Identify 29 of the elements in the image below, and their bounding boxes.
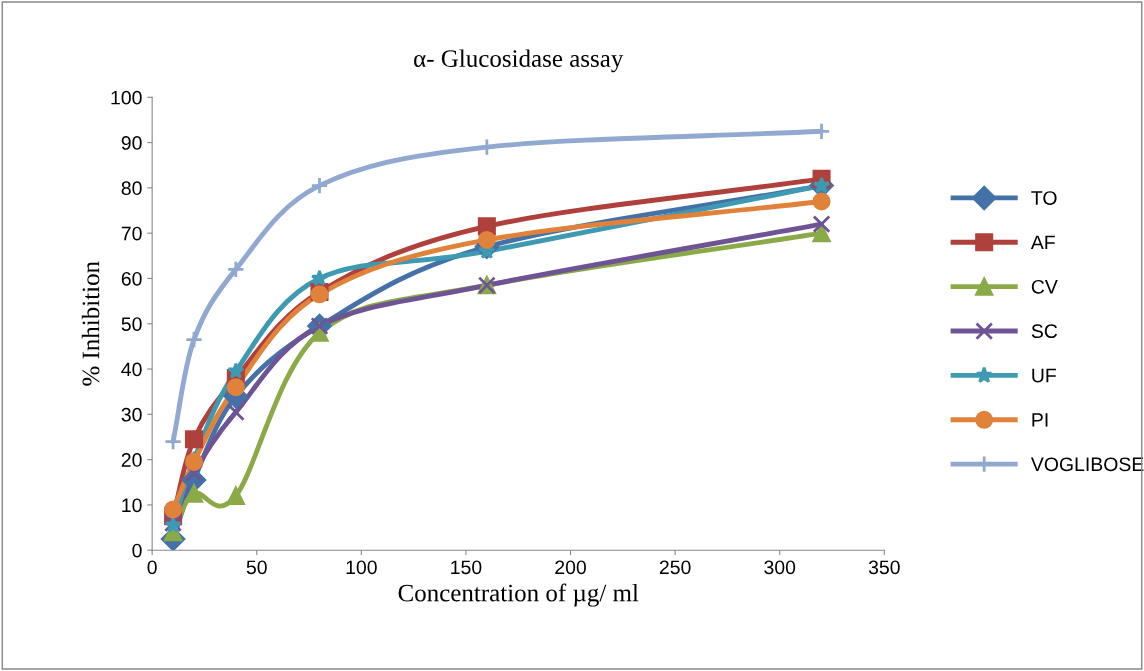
x-tick-label: 250: [659, 560, 691, 575]
x-tick-label: 300: [764, 560, 796, 575]
x-tick-label: 50: [246, 560, 267, 575]
x-tick-label: 0: [147, 560, 157, 575]
y-tick-label: 40: [121, 362, 142, 377]
y-tick-label: 60: [121, 271, 142, 286]
x-tick-label: 150: [451, 560, 482, 575]
x-tick-label: 350: [868, 560, 900, 575]
legend-label: CV: [1031, 279, 1058, 294]
legend-label: UF: [1032, 368, 1056, 383]
y-tick-label: 30: [121, 407, 142, 422]
legend-label: TO: [1031, 191, 1057, 205]
y-tick-label: 0: [132, 543, 142, 558]
y-tick-label: 10: [122, 498, 142, 513]
y-tick-label: 90: [121, 136, 142, 150]
y-axis-title: % Inhibition: [81, 261, 100, 386]
y-tick-label: 70: [121, 226, 142, 241]
legend-label: AF: [1030, 235, 1055, 250]
legend-label: SC: [1031, 324, 1058, 339]
x-tick-label: 100: [346, 560, 377, 575]
x-axis-title: Concentration of µg/ ml: [398, 583, 639, 607]
legend-label: PI: [1032, 413, 1048, 427]
y-tick-label: 50: [121, 317, 142, 331]
y-tick-label: 100: [111, 90, 142, 105]
legend-label: VOGLIBOSE: [1030, 457, 1144, 472]
y-tick-label: 20: [121, 453, 142, 467]
chart-title: α- Glucosidase assay: [414, 49, 624, 73]
x-tick-label: 200: [555, 560, 586, 575]
y-tick-label: 80: [121, 181, 142, 196]
